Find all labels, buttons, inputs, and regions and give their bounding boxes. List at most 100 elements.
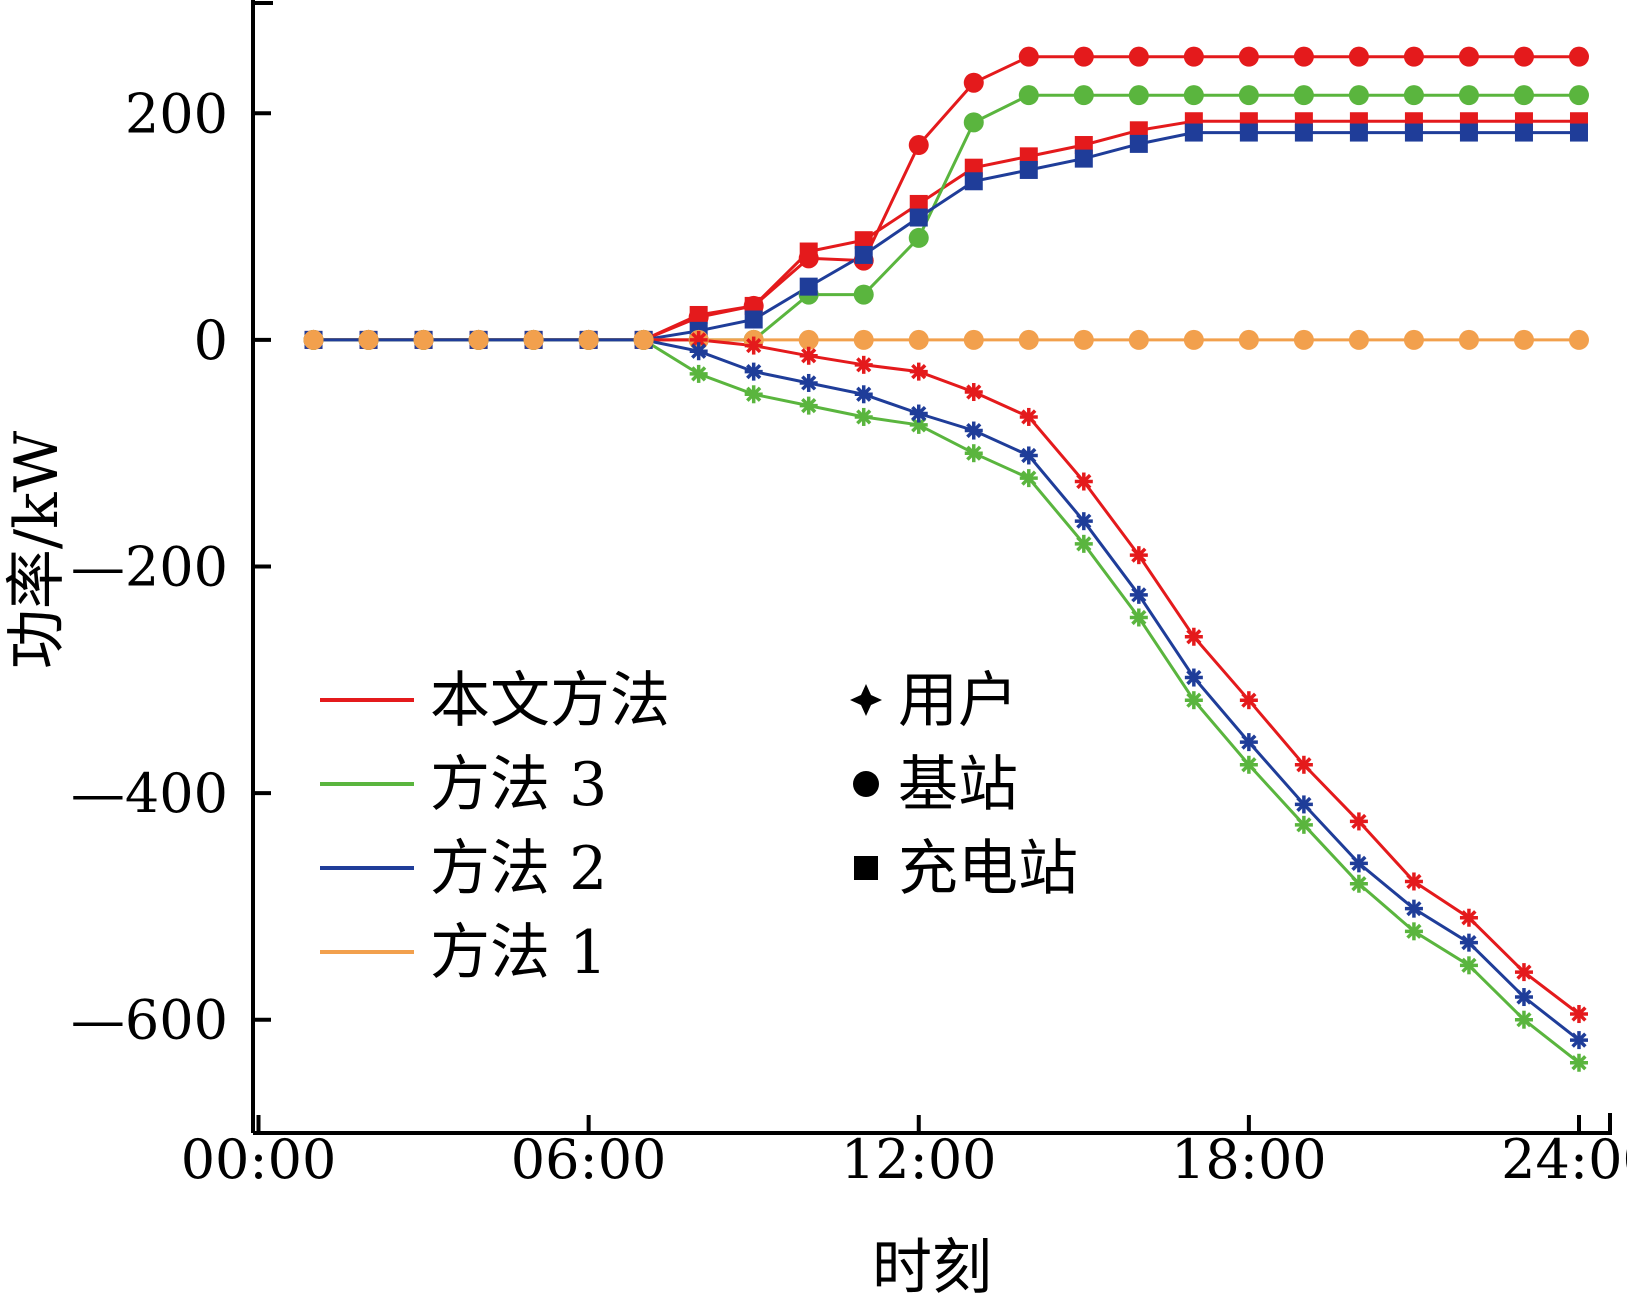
data-point-star	[689, 364, 708, 383]
star-spoke	[691, 366, 707, 382]
series-lines	[313, 55, 1580, 1064]
star-spoke	[691, 343, 707, 359]
star-spoke	[1186, 629, 1202, 645]
star-spoke	[691, 332, 707, 348]
data-point-circle	[1018, 329, 1039, 350]
legend-marker-square-icon	[854, 856, 878, 880]
data-point-star	[1569, 1031, 1588, 1050]
data-point-circle	[1018, 46, 1039, 67]
star-spoke	[856, 386, 872, 402]
data-point-star	[1129, 585, 1148, 604]
star-spoke	[1461, 957, 1477, 973]
data-point-circle	[1568, 329, 1589, 350]
legend-item-method-0: 本文方法	[320, 666, 670, 736]
data-point-star	[744, 336, 763, 355]
data-point-circle	[908, 135, 929, 156]
star-spoke	[1296, 817, 1312, 833]
data-point-star	[1514, 963, 1533, 982]
data-point-circle	[1348, 85, 1369, 106]
data-point-star	[854, 355, 873, 374]
data-point-star	[1404, 899, 1423, 918]
star-spoke	[1461, 910, 1477, 926]
data-point-star	[1019, 469, 1038, 488]
legend-label: 本文方法	[430, 666, 670, 736]
data-point-circle	[1128, 85, 1149, 106]
data-point-star	[1569, 1005, 1588, 1024]
data-point-circle	[1293, 85, 1314, 106]
data-point-square	[854, 245, 873, 264]
star-spoke	[1406, 923, 1422, 939]
star-spoke	[1516, 964, 1532, 980]
data-point-star	[1074, 512, 1093, 531]
star-spoke	[1021, 447, 1037, 464]
series-line	[313, 119, 1579, 342]
data-point-star	[1019, 407, 1038, 426]
x-tick-label: 00:00	[181, 1128, 337, 1191]
data-point-star	[1239, 755, 1258, 774]
data-point-circle	[303, 329, 324, 350]
data-point-square	[744, 310, 763, 329]
star-spoke	[1351, 876, 1367, 892]
star-spoke	[1296, 757, 1312, 773]
data-point-star	[1239, 733, 1258, 752]
data-point-circle	[963, 329, 984, 350]
star-spoke	[1571, 1032, 1587, 1048]
data-point-circle	[1458, 85, 1479, 106]
data-point-circle	[1403, 46, 1424, 67]
legend-item-marker-square: 充电站	[854, 834, 1078, 904]
data-point-star	[1294, 815, 1313, 834]
data-point-square	[689, 305, 708, 324]
star-spoke	[1406, 901, 1422, 917]
data-point-circle	[853, 284, 874, 305]
legend-item-marker-circle: 基站	[853, 750, 1018, 820]
data-point-square	[854, 231, 873, 250]
data-point-circle	[1238, 46, 1259, 67]
data-point-square	[1184, 123, 1203, 142]
star-spoke	[1571, 1055, 1587, 1071]
data-point-circle	[468, 329, 489, 350]
x-axis-label: 时刻	[872, 1233, 992, 1303]
data-point-square	[1019, 160, 1038, 179]
star-spoke	[1241, 757, 1257, 773]
data-point-star	[1294, 795, 1313, 814]
star-spoke	[746, 337, 762, 354]
data-point-star	[1294, 755, 1313, 774]
data-point-star	[1184, 627, 1203, 646]
star-spoke	[966, 445, 982, 461]
data-point-circle	[1238, 85, 1259, 106]
legend-marker-star-icon	[850, 684, 882, 716]
data-point-star	[1129, 608, 1148, 627]
data-point-circle	[633, 329, 654, 350]
data-point-star	[964, 421, 983, 440]
data-point-circle	[1458, 46, 1479, 67]
series-markers	[303, 46, 1589, 1072]
data-point-star	[1404, 872, 1423, 891]
data-point-square	[1129, 134, 1148, 153]
data-point-circle	[1183, 46, 1204, 67]
data-point-circle	[1513, 46, 1534, 67]
data-point-square	[1019, 147, 1038, 166]
data-point-circle	[578, 329, 599, 350]
data-point-circle	[1403, 85, 1424, 106]
data-point-circle	[1018, 85, 1039, 106]
star-spoke	[1131, 609, 1147, 626]
data-point-circle	[1403, 329, 1424, 350]
data-point-circle	[1348, 46, 1369, 67]
y-tick-label: 0	[194, 309, 228, 372]
data-point-circle	[1073, 85, 1094, 106]
legend-label: 充电站	[898, 834, 1078, 904]
legend-label: 方法 1	[430, 918, 607, 988]
data-point-square	[1349, 123, 1368, 142]
data-point-square	[1569, 123, 1588, 142]
star-spoke	[746, 386, 762, 402]
star-spoke	[1241, 692, 1257, 708]
legend-label: 方法 2	[430, 834, 607, 904]
data-point-circle	[798, 329, 819, 350]
star-spoke	[801, 348, 817, 364]
data-point-circle	[1183, 329, 1204, 350]
data-point-circle	[908, 329, 929, 350]
data-point-square	[909, 194, 928, 213]
data-point-square	[744, 296, 763, 315]
y-tick-label: —200	[71, 536, 228, 599]
